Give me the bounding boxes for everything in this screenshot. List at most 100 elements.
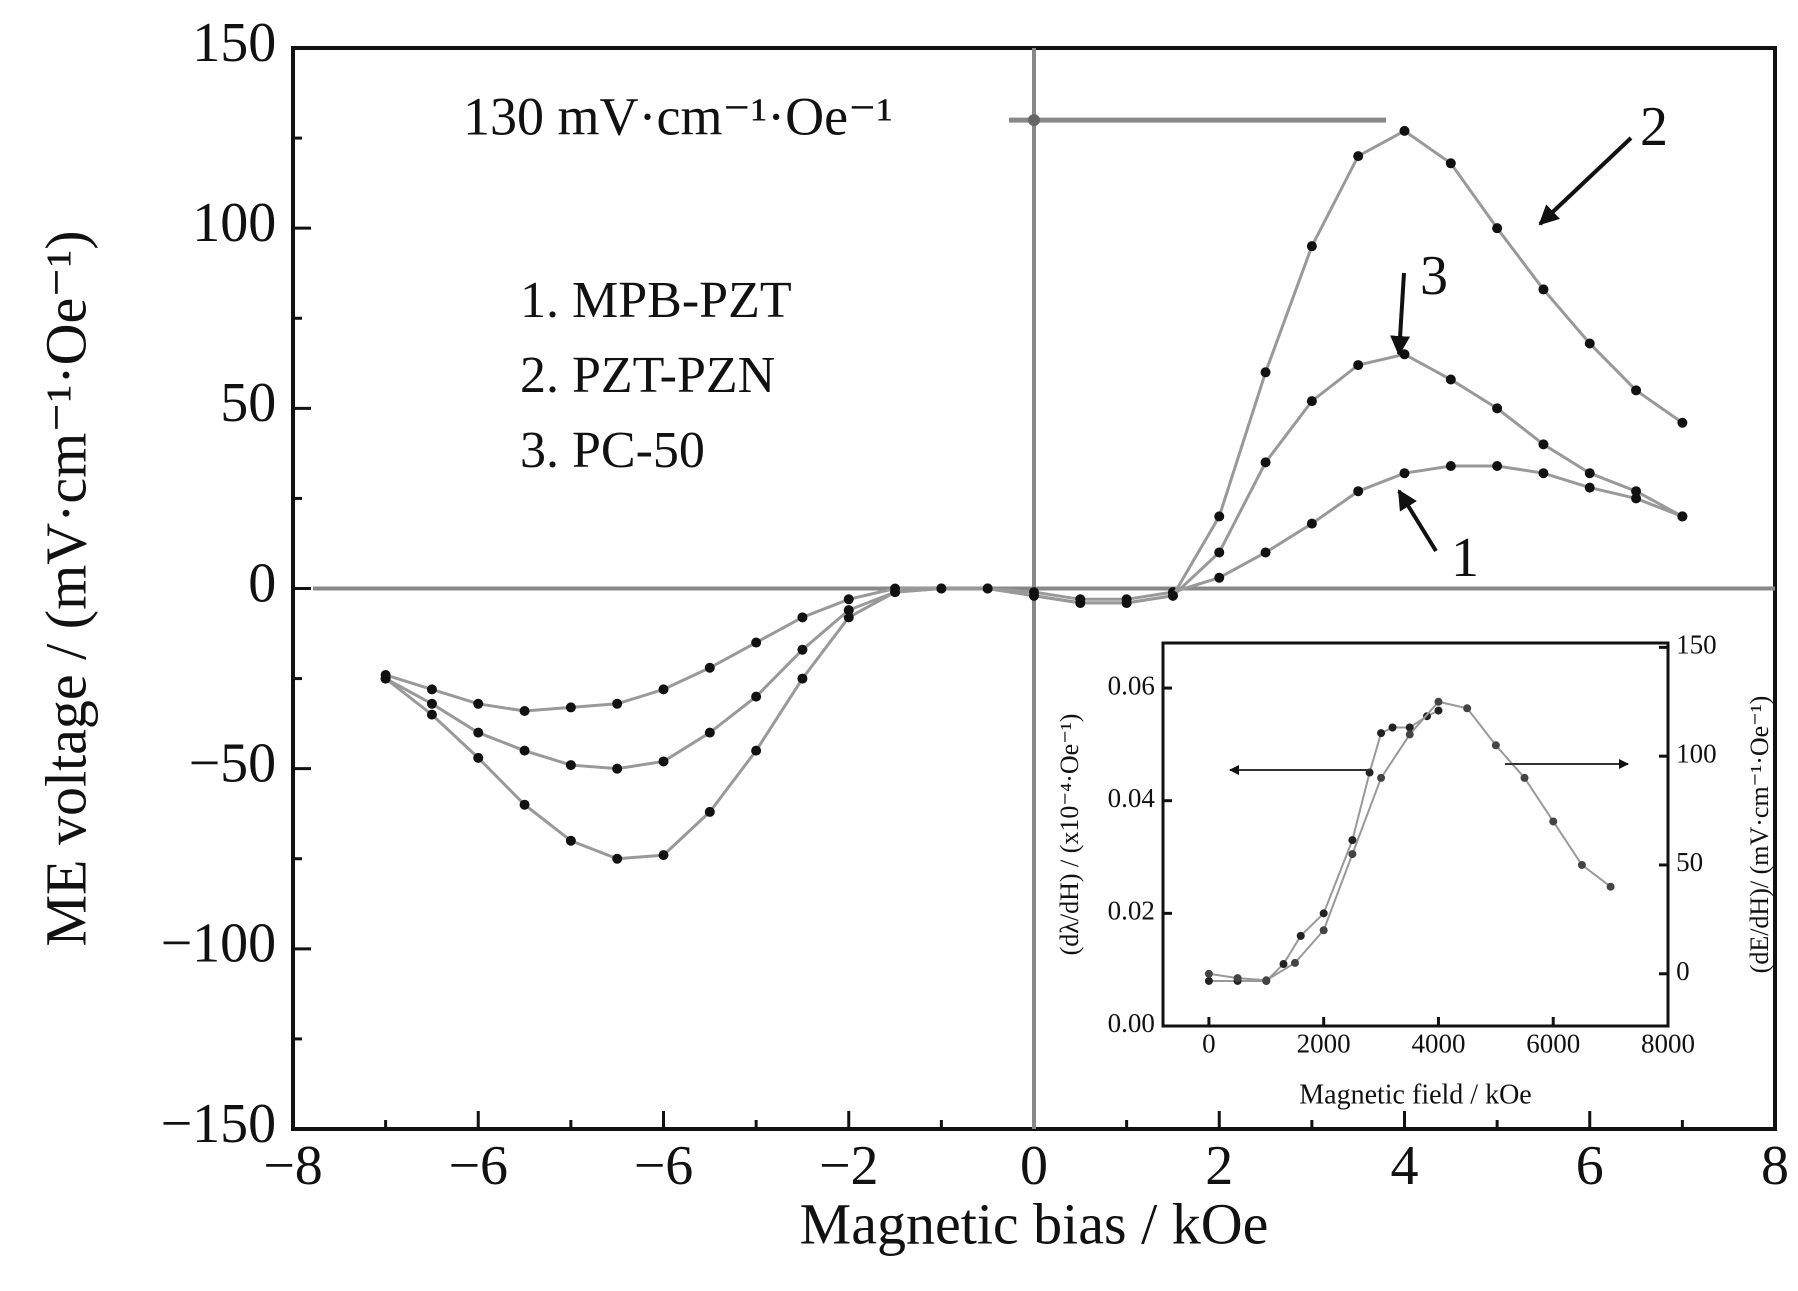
data-point bbox=[426, 684, 437, 695]
data-point bbox=[1631, 385, 1642, 396]
y-tick-label: 0.02 bbox=[1108, 896, 1155, 926]
data-point bbox=[1631, 493, 1642, 504]
data-point bbox=[473, 727, 484, 738]
y-tick-label: 50 bbox=[220, 372, 276, 434]
data-point bbox=[1405, 730, 1414, 739]
data-point bbox=[797, 612, 808, 623]
data-point bbox=[1306, 518, 1317, 529]
data-point bbox=[1677, 511, 1688, 522]
y2-tick-label: 0 bbox=[1676, 956, 1690, 986]
data-point bbox=[1260, 457, 1271, 468]
x-tick-label: −6 bbox=[448, 1135, 508, 1197]
data-point bbox=[1262, 976, 1271, 985]
data-point bbox=[704, 662, 715, 673]
data-point bbox=[890, 587, 901, 598]
x-axis-label: Magnetic bias / kOe bbox=[800, 1191, 1269, 1256]
data-point bbox=[1492, 403, 1503, 414]
x-tick-label: 8000 bbox=[1641, 1028, 1695, 1058]
data-point bbox=[982, 583, 993, 594]
data-point bbox=[1260, 367, 1271, 378]
data-point bbox=[658, 756, 669, 767]
data-point bbox=[565, 835, 576, 846]
data-point bbox=[1538, 439, 1549, 450]
data-point bbox=[1075, 597, 1086, 608]
data-point bbox=[1538, 284, 1549, 295]
x-tick-label: 0 bbox=[1020, 1135, 1048, 1197]
data-point bbox=[1319, 909, 1328, 918]
data-point bbox=[1463, 704, 1472, 713]
data-point bbox=[1290, 958, 1299, 967]
curve-arrow bbox=[1397, 489, 1438, 553]
x-tick-label: 8 bbox=[1761, 1135, 1789, 1197]
y-tick-label: 150 bbox=[192, 12, 276, 74]
data-point bbox=[1348, 836, 1357, 845]
data-point bbox=[1538, 468, 1549, 479]
data-point bbox=[1399, 125, 1410, 136]
data-point bbox=[1167, 590, 1178, 601]
x-tick-label: −2 bbox=[819, 1135, 879, 1197]
y-tick-label: 0.04 bbox=[1108, 783, 1156, 813]
legend-entry: 1. MPB-PZT bbox=[520, 272, 792, 329]
inset-y2-label: (dE/dH)/ (mV·cm⁻¹·Oe⁻¹) bbox=[1745, 696, 1774, 974]
data-point bbox=[1204, 969, 1213, 978]
data-point bbox=[797, 644, 808, 655]
data-point bbox=[751, 637, 762, 648]
data-point bbox=[1348, 850, 1357, 859]
legend-entry: 2. PZT-PZN bbox=[520, 347, 775, 404]
data-point bbox=[1399, 468, 1410, 479]
legend-entry: 3. PC-50 bbox=[520, 422, 705, 479]
data-point bbox=[1631, 486, 1642, 497]
data-point bbox=[1388, 723, 1397, 732]
data-point bbox=[519, 706, 530, 717]
data-point bbox=[843, 605, 854, 616]
data-point bbox=[1353, 151, 1364, 162]
data-point bbox=[1306, 396, 1317, 407]
x-tick-label: −6 bbox=[634, 1135, 694, 1197]
data-point bbox=[1491, 741, 1500, 750]
data-point bbox=[751, 745, 762, 756]
y-tick-label: 0 bbox=[248, 552, 276, 614]
data-point bbox=[843, 594, 854, 605]
data-point bbox=[704, 806, 715, 817]
data-point bbox=[1577, 860, 1586, 869]
data-point bbox=[612, 763, 623, 774]
x-tick-label: 0 bbox=[1202, 1028, 1216, 1058]
data-point bbox=[1520, 773, 1529, 782]
data-point bbox=[612, 698, 623, 709]
x-tick-label: 4000 bbox=[1411, 1028, 1465, 1058]
data-point bbox=[1677, 417, 1688, 428]
inset-x-label: Magnetic field / kOe bbox=[1299, 1079, 1531, 1110]
plot-frame bbox=[1161, 641, 1670, 1028]
curve-label: 1 bbox=[1451, 527, 1479, 589]
data-point bbox=[1306, 241, 1317, 252]
data-point bbox=[1434, 706, 1443, 715]
data-point bbox=[1319, 926, 1328, 935]
data-point bbox=[1606, 882, 1615, 891]
data-point bbox=[426, 709, 437, 720]
curve-label: 3 bbox=[1420, 245, 1448, 307]
curve-label: 2 bbox=[1640, 96, 1668, 158]
data-point bbox=[1204, 976, 1213, 985]
x-tick-label: 2 bbox=[1205, 1135, 1233, 1197]
data-point bbox=[426, 698, 437, 709]
data-point bbox=[565, 702, 576, 713]
x-tick-label: 6 bbox=[1576, 1135, 1604, 1197]
data-point bbox=[1584, 482, 1595, 493]
data-point bbox=[751, 691, 762, 702]
data-point bbox=[658, 850, 669, 861]
data-point bbox=[519, 799, 530, 810]
data-point bbox=[1121, 597, 1132, 608]
data-point bbox=[473, 698, 484, 709]
data-point bbox=[936, 583, 947, 594]
x-tick-label: 6000 bbox=[1526, 1028, 1580, 1058]
y-tick-label: −50 bbox=[189, 733, 277, 795]
data-point bbox=[1029, 590, 1039, 601]
data-point bbox=[704, 727, 715, 738]
data-point bbox=[1353, 360, 1364, 371]
data-point bbox=[1492, 223, 1503, 234]
data-point bbox=[565, 760, 576, 771]
y-axis-label: ME voltage / (mV·cm⁻¹·Oe⁻¹) bbox=[33, 230, 98, 946]
y-tick-label: −150 bbox=[161, 1093, 277, 1155]
y-tick-label: 0.00 bbox=[1108, 1008, 1155, 1038]
